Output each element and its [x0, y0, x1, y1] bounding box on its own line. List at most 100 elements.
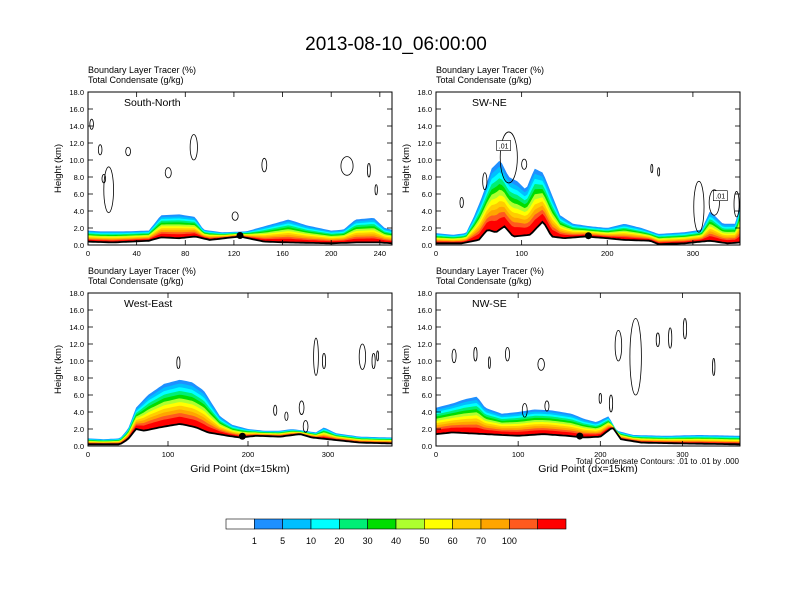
condensate-contour [712, 358, 716, 376]
condensate-contour [482, 172, 488, 191]
condensate-contour [340, 156, 354, 176]
x-tick-label: 200 [325, 249, 338, 258]
x-tick-label: 240 [374, 249, 387, 258]
condensate-contour [655, 332, 660, 347]
condensate-contour [682, 318, 687, 340]
condensate-contour [629, 318, 642, 396]
condensate-contour [298, 400, 305, 415]
section-label: South-North [124, 97, 181, 109]
terrain-outline [436, 427, 740, 446]
condensate-contour [499, 131, 518, 184]
condensate-contour [97, 144, 103, 156]
y-tick-label: 12.0 [417, 340, 432, 349]
panel-frame [87, 91, 393, 246]
condensate-contour [473, 347, 478, 362]
y-tick-label: 0.0 [422, 442, 432, 451]
plot-area [88, 337, 392, 446]
y-tick-label: 0.0 [74, 442, 84, 451]
condensate-contour [302, 420, 309, 433]
x-tick-label: 160 [276, 249, 289, 258]
condensate-contour [537, 358, 545, 371]
y-tick-label: 12.0 [417, 139, 432, 148]
colorbar: 1 5 10 20 30 40 50 60 70 100 [225, 518, 567, 546]
y-tick-label: 18.0 [69, 88, 84, 97]
cross-section-panel: Boundary Layer Tracer (%)Total Condensat… [53, 65, 393, 258]
contour-label-box [496, 140, 511, 151]
x-tick-label: 300 [322, 450, 335, 459]
condensate-contour [451, 348, 457, 364]
condensate-contour [488, 356, 491, 370]
colorbar-label: 100 [502, 536, 517, 546]
condensate-contour [657, 167, 661, 177]
colorbar-swatch [254, 518, 283, 530]
y-tick-label: 0.0 [422, 241, 432, 250]
condensate-contour [284, 411, 289, 421]
y-tick-label: 16.0 [417, 306, 432, 315]
condensate-contour [273, 404, 278, 416]
contour-label-text: .01 [499, 144, 509, 151]
colorbar-label: 10 [306, 536, 316, 546]
x-tick-label: 120 [228, 249, 241, 258]
x-tick-label: 200 [594, 450, 607, 459]
y-tick-label: 4.0 [422, 207, 432, 216]
y-tick-label: 6.0 [422, 391, 432, 400]
terrain-fill [88, 424, 392, 446]
contour-value-label: .01 [496, 140, 511, 151]
colorbar-label: 5 [280, 536, 285, 546]
y-tick-label: 4.0 [74, 408, 84, 417]
y-tick-label: 14.0 [69, 122, 84, 131]
contour-value-label: .01 [713, 190, 728, 201]
y-tick-label: 8.0 [422, 173, 432, 182]
y-tick-label: 14.0 [69, 323, 84, 332]
condensate-contour [371, 352, 376, 370]
colorbar-label: 1 [252, 536, 257, 546]
station-marker [238, 432, 246, 440]
panel-header-tracer: Boundary Layer Tracer (%) [436, 65, 544, 75]
condensate-contour [176, 356, 181, 370]
y-tick-label: 6.0 [74, 391, 84, 400]
condensate-contour [614, 330, 623, 362]
condensate-contour [367, 162, 371, 178]
condensate-contour [231, 211, 239, 221]
y-tick-label: 10.0 [69, 357, 84, 366]
contour-label-box [713, 190, 728, 201]
colorbar-label: 70 [476, 536, 486, 546]
colorbar-swatch [537, 518, 567, 530]
condensate-contour [374, 184, 378, 196]
condensate-contour [733, 191, 740, 218]
y-tick-label: 8.0 [422, 374, 432, 383]
section-label: SW-NE [472, 97, 507, 109]
condensate-contour [261, 157, 268, 173]
y-tick-label: 18.0 [69, 289, 84, 298]
x-tick-label: 200 [242, 450, 255, 459]
y-axis-label: Height (km) [53, 345, 64, 394]
y-tick-label: 16.0 [69, 105, 84, 114]
panel-frame [435, 91, 741, 246]
colorbar-label: 60 [448, 536, 458, 546]
x-tick-label: 100 [162, 450, 175, 459]
condensate-contour [321, 352, 326, 370]
y-tick-label: 12.0 [69, 340, 84, 349]
condensate-contour [103, 166, 114, 214]
y-tick-label: 18.0 [417, 88, 432, 97]
condensate-contour [164, 167, 172, 179]
colorbar-swatch [339, 518, 368, 530]
contour-footnote: Total Condensate Contours: .01 to .01 by… [576, 457, 740, 466]
condensate-contour [521, 403, 528, 418]
terrain-fill [88, 236, 392, 245]
panel-header-condensate: Total Condensate (g/kg) [88, 276, 184, 286]
condensate-contour [708, 189, 720, 216]
colorbar-label: 20 [334, 536, 344, 546]
panel-header-condensate: Total Condensate (g/kg) [436, 276, 532, 286]
y-axis-label: Height (km) [401, 144, 412, 193]
x-tick-label: 100 [512, 450, 525, 459]
section-label: NW-SE [472, 298, 507, 310]
colorbar-swatch [282, 518, 312, 530]
condensate-contour [89, 118, 94, 130]
y-tick-label: 12.0 [69, 139, 84, 148]
y-tick-label: 10.0 [69, 156, 84, 165]
plot-area: .01 .01 [436, 131, 740, 245]
contour-label-text: .01 [715, 194, 725, 201]
x-tick-label: 40 [132, 249, 140, 258]
